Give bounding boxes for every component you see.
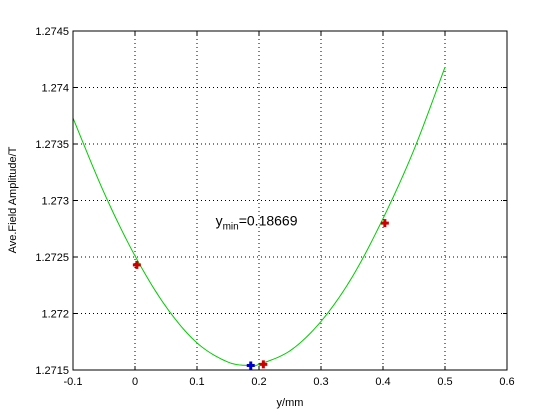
x-tick-label: -0.1 (64, 376, 83, 388)
y-axis-label: Ave.Field Amplitude/T (7, 146, 19, 253)
annotation-main: y (216, 212, 223, 228)
y-tick-label: 1.273 (41, 196, 69, 208)
x-tick-label: 0.4 (375, 376, 390, 388)
data-point-marker (132, 260, 141, 269)
data-point-marker (380, 219, 389, 228)
data-point-marker (246, 361, 255, 370)
y-tick-label: 1.2725 (35, 252, 69, 264)
x-tick-label: 0.5 (437, 376, 452, 388)
y-tick-label: 1.2715 (35, 365, 69, 377)
y-tick-label: 1.274 (41, 83, 69, 95)
x-tick-label: 0.3 (313, 376, 328, 388)
x-tick-label: 0.2 (251, 376, 266, 388)
x-tick-label: 0 (132, 376, 138, 388)
tick-labels: -0.1 0 0.1 0.2 0.3 0.4 0.5 0.6 1.2715 1.272 1.2725… (35, 26, 514, 388)
x-axis-label: y/mm (277, 397, 304, 409)
grid (73, 31, 507, 370)
y-tick-label: 1.2735 (35, 139, 69, 151)
annotation-subscript: min (223, 221, 239, 232)
marker-layer (132, 219, 389, 370)
annotation-value: =0.18669 (239, 212, 298, 228)
y-min-annotation: ymin=0.18669 (216, 212, 298, 232)
data-point-marker (259, 360, 268, 369)
x-tick-label: 0.1 (189, 376, 204, 388)
y-tick-label: 1.272 (41, 309, 69, 321)
x-tick-label: 0.6 (499, 376, 514, 388)
y-tick-label: 1.2745 (35, 26, 69, 38)
ticks (72, 30, 508, 371)
